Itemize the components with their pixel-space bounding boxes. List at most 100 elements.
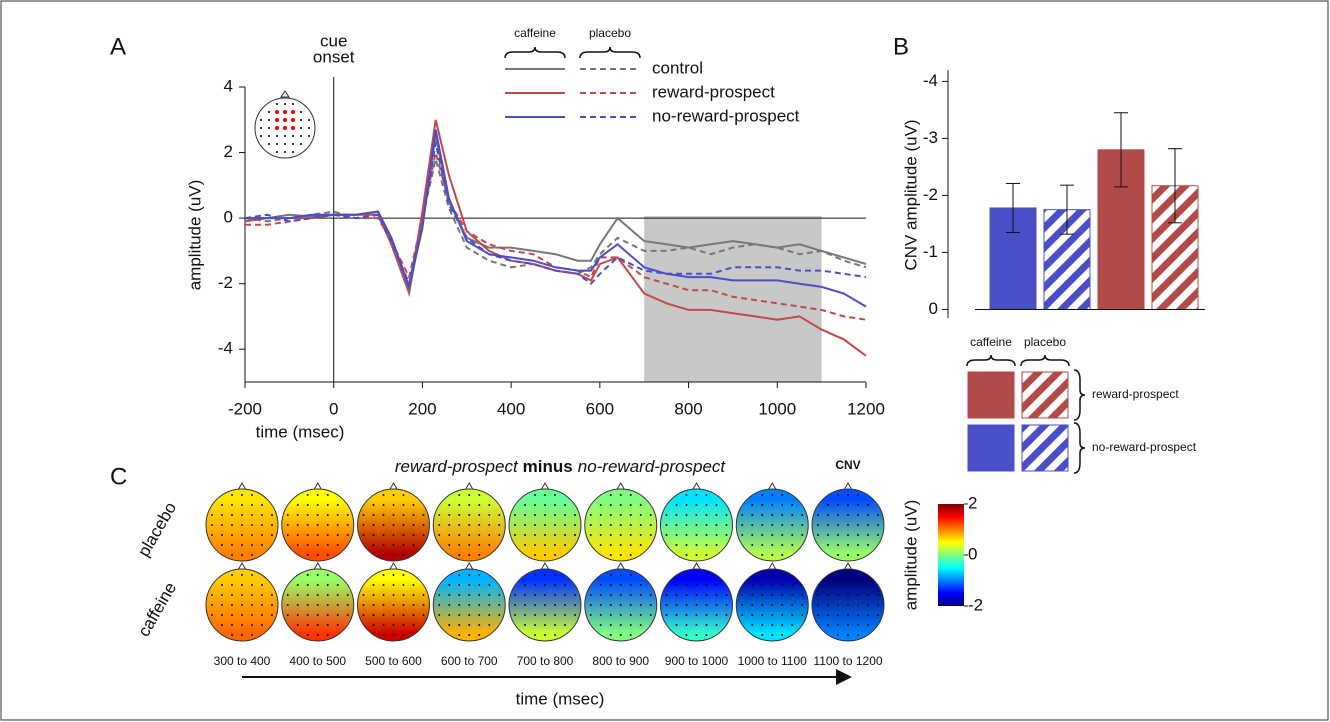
electrode	[267, 134, 271, 138]
electrode	[564, 534, 566, 536]
electrode	[251, 634, 253, 636]
colorbar-tick-label: 0	[968, 544, 977, 563]
electrode	[412, 594, 415, 596]
electrode	[221, 604, 223, 606]
electrode	[867, 524, 869, 526]
electrode	[715, 524, 718, 526]
electrode	[478, 544, 481, 546]
electrode	[857, 574, 859, 576]
electrode	[291, 142, 295, 146]
electrode	[544, 634, 546, 636]
electrode	[827, 514, 829, 516]
electrode	[685, 604, 688, 606]
electrode	[564, 594, 566, 596]
electrode	[715, 604, 718, 606]
electrode	[847, 604, 849, 606]
legend-group: placebo	[1024, 335, 1066, 349]
electrode	[685, 624, 688, 626]
electrode	[402, 584, 405, 586]
electrode	[468, 514, 471, 516]
electrode	[346, 514, 349, 516]
electrode	[336, 584, 339, 586]
electrode	[382, 634, 385, 636]
electrode	[771, 634, 774, 636]
electrode	[791, 514, 794, 516]
electrode	[251, 614, 253, 616]
electrode	[478, 574, 481, 576]
electrode	[695, 604, 698, 606]
electrode	[599, 534, 602, 536]
electrode	[458, 494, 461, 496]
electrode	[296, 534, 299, 536]
electrode	[705, 514, 708, 516]
electrode	[599, 604, 602, 606]
electrode	[554, 594, 556, 596]
electrode	[599, 594, 602, 596]
electrode	[392, 504, 395, 506]
electrode	[458, 594, 461, 596]
electrode	[448, 544, 451, 546]
electrode	[771, 624, 774, 626]
electrode	[259, 134, 263, 138]
electrode	[665, 534, 668, 536]
electrode	[827, 584, 829, 586]
electrode	[574, 534, 576, 536]
electrode	[468, 614, 471, 616]
electrode	[488, 604, 491, 606]
legend-brace	[504, 46, 566, 59]
electrode	[498, 594, 501, 596]
electrode	[534, 614, 536, 616]
electrode	[291, 102, 295, 106]
electrode	[564, 544, 566, 546]
electrode	[382, 624, 385, 626]
cue-label: onset	[313, 47, 355, 66]
electrode	[382, 544, 385, 546]
electrode	[286, 604, 289, 606]
legend-label: control	[652, 58, 703, 77]
electrode	[283, 102, 287, 106]
electrode	[211, 524, 213, 526]
electrode	[619, 634, 622, 636]
electrode	[847, 634, 849, 636]
electrode	[877, 534, 879, 536]
electrode	[867, 614, 869, 616]
electrode	[326, 574, 329, 576]
electrode	[827, 594, 829, 596]
electrode	[781, 574, 784, 576]
electrode	[231, 504, 233, 506]
electrode	[251, 554, 253, 556]
electrode	[639, 604, 642, 606]
electrode	[267, 118, 271, 122]
electrode	[241, 494, 243, 496]
electrode	[574, 604, 576, 606]
electrode	[534, 604, 536, 606]
electrode	[346, 534, 349, 536]
electrode	[741, 614, 744, 616]
electrode	[468, 554, 471, 556]
electrode	[382, 504, 385, 506]
electrode	[771, 554, 774, 556]
electrode	[751, 514, 754, 516]
electrode	[291, 118, 295, 122]
electrode	[725, 524, 728, 526]
electrode	[534, 494, 536, 496]
electrode	[544, 504, 546, 506]
electrode	[665, 514, 668, 516]
electrode	[619, 544, 622, 546]
electrode	[534, 634, 536, 636]
electrode	[392, 584, 395, 586]
electrode	[283, 126, 287, 130]
electrode	[488, 614, 491, 616]
electrode	[801, 524, 804, 526]
electrode	[299, 142, 303, 146]
electrode	[847, 624, 849, 626]
electrode	[544, 574, 546, 576]
electrode	[781, 624, 784, 626]
electrode	[316, 514, 319, 516]
electrode	[554, 514, 556, 516]
electrode	[751, 534, 754, 536]
electrode	[241, 534, 243, 536]
series-line	[245, 152, 867, 321]
electrode	[296, 514, 299, 516]
electrode	[629, 514, 632, 516]
